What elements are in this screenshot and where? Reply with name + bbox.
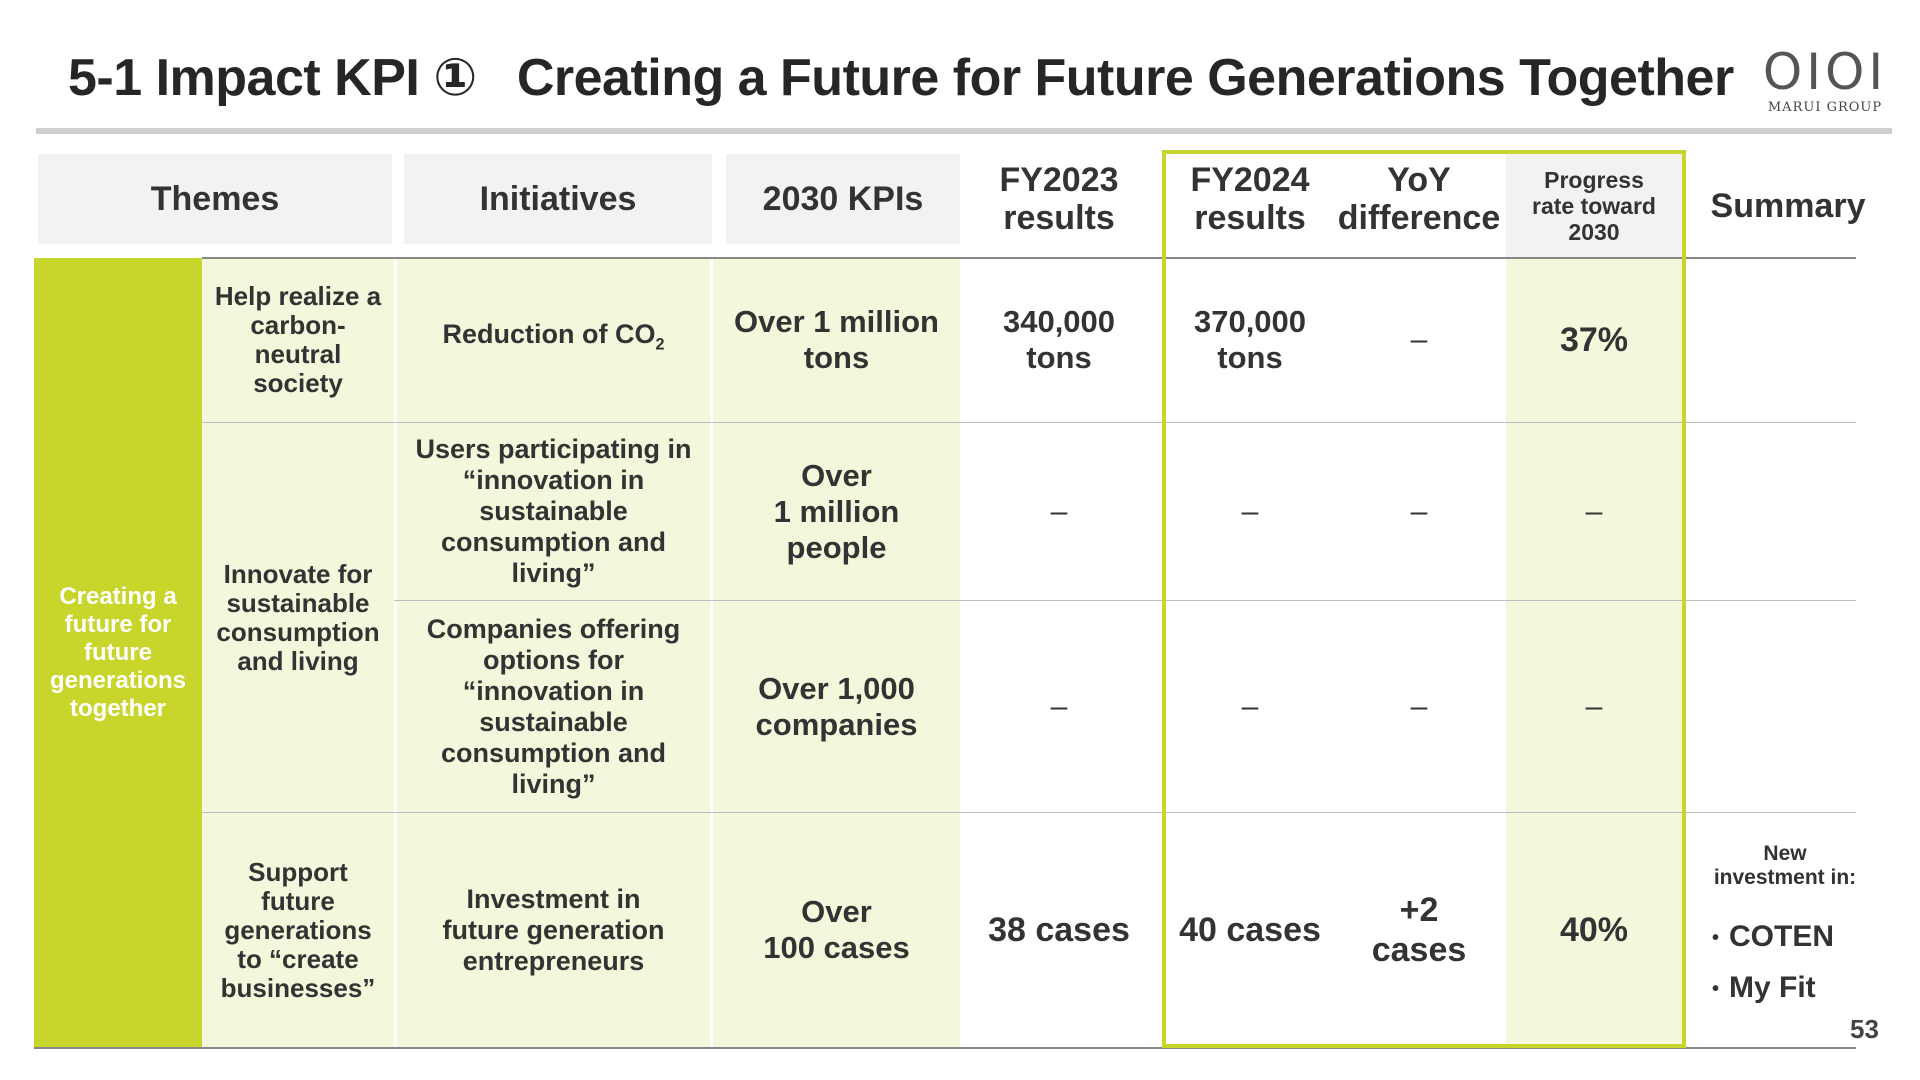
fy2024-companies: –: [1241, 689, 1259, 723]
initiative-investment-entrepreneurs: Investment in future generation entreprene…: [442, 883, 665, 976]
page-title: 5-1 Impact KPI ① Creating a Future for Fu…: [68, 48, 1734, 118]
bullet-icon: •: [1712, 927, 1720, 950]
initiative-co2-reduction: Reduction of CO2: [442, 319, 665, 354]
kpi-users: Over 1 million people: [773, 457, 900, 565]
kpi-co2: Over 1 million tons: [733, 304, 939, 375]
title-section-number: 5-1 Impact KPI ①: [68, 49, 477, 107]
kpi-investment: Over 100 cases: [763, 894, 910, 965]
logo-mark: OIOI: [1762, 43, 1888, 101]
fy2023-co2: 340,000 tons: [1002, 304, 1116, 375]
header-themes: Themes: [38, 154, 392, 244]
row-divider: [394, 600, 1856, 601]
theme-sustainable-consumption: Innovate for sustainable consumption and li…: [216, 558, 380, 676]
fy2023-investment: 38 cases: [988, 911, 1130, 949]
progress-investment: 40%: [1559, 911, 1629, 949]
fy2024-co2: 370,000 tons: [1193, 304, 1307, 375]
logo-name: MARUI GROUP: [1767, 100, 1883, 115]
title-divider: [36, 128, 1892, 134]
header-fy2024: FY2024 results: [1190, 161, 1310, 237]
theme-support-future-generations: Support future generations to “create busine…: [220, 856, 376, 1003]
initiative-users-participating: Users participating in “innovation in sust…: [415, 434, 692, 588]
fy2023-users: –: [1050, 494, 1068, 528]
marui-logo: OIOI MARUI GROUP: [1750, 44, 1900, 116]
summary-investments: New investment in: • COTEN • My Fit: [1700, 842, 1870, 1014]
header-progress-rate: Progress rate toward 2030: [1506, 154, 1682, 258]
progress-column-tint: [1506, 258, 1682, 1048]
theme-main-band: [34, 258, 202, 1048]
title-heading: Creating a Future for Future Generations…: [516, 49, 1734, 107]
fy2024-investment: 40 cases: [1179, 911, 1321, 949]
header-summary: Summary: [1710, 187, 1866, 225]
yoy-users: –: [1410, 494, 1428, 528]
row-divider: [202, 422, 1856, 423]
bullet-icon: •: [1712, 978, 1720, 1001]
progress-co2: 37%: [1559, 321, 1629, 359]
theme-main-label: Creating a future for future generations tog…: [49, 583, 187, 722]
theme-carbon-neutral: Help realize a carbon-neutral society: [214, 281, 382, 398]
summary-item-coten: • COTEN: [1712, 920, 1835, 953]
kpi-companies: Over 1,000 companies: [755, 670, 918, 742]
progress-users: –: [1585, 494, 1603, 528]
header-2030-kpis: 2030 KPIs: [726, 154, 960, 244]
fy2023-companies: –: [1050, 689, 1068, 723]
yoy-investment: +2 cases: [1371, 891, 1467, 969]
header-fy2023: FY2023 results: [999, 161, 1119, 237]
summary-lead: New investment in:: [1713, 842, 1857, 889]
initiative-companies-offering: Companies offering options for “innovation…: [426, 613, 681, 799]
left-tinted-area: [202, 258, 960, 1048]
row-divider: [202, 812, 1856, 813]
header-bottom-rule: [202, 257, 1856, 259]
page-number: 53: [1850, 1014, 1879, 1044]
table-bottom-rule: [34, 1047, 1856, 1049]
column-separator: [394, 258, 397, 1048]
yoy-companies: –: [1410, 689, 1428, 723]
column-separator: [710, 258, 713, 1048]
yoy-co2: –: [1410, 323, 1428, 356]
summary-item-my-fit: • My Fit: [1712, 971, 1816, 1005]
progress-companies: –: [1585, 689, 1603, 723]
header-yoy: YoY difference: [1337, 161, 1501, 237]
fy2024-users: –: [1241, 494, 1259, 528]
header-initiatives: Initiatives: [404, 154, 712, 244]
